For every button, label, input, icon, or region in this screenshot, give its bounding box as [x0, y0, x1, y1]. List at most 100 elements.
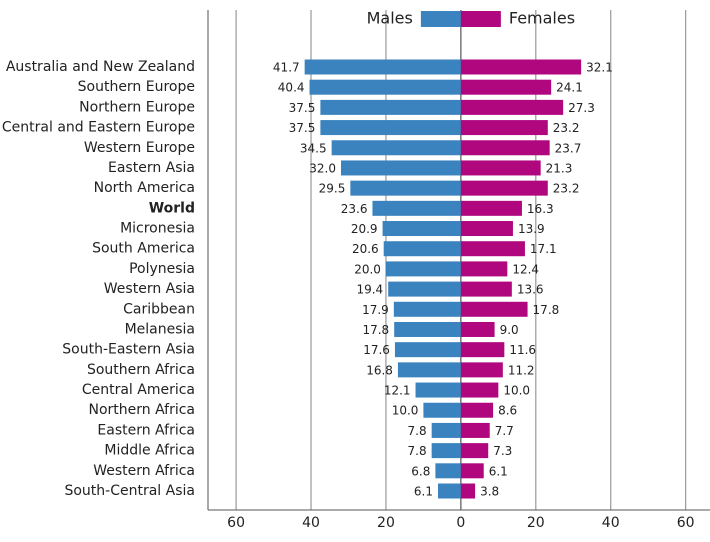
value-label: 11.6: [509, 343, 536, 357]
bar: [460, 422, 490, 438]
bar: [435, 463, 461, 479]
x-tick-label: 60: [227, 515, 245, 531]
bar: [460, 241, 525, 257]
value-label: 9.0: [500, 323, 519, 337]
value-label: 7.3: [493, 444, 512, 458]
bar: [320, 120, 461, 136]
bar: [431, 422, 461, 438]
bar: [460, 402, 494, 418]
legend-swatch: [420, 11, 461, 27]
category-label: Southern Europe: [78, 79, 195, 95]
value-label: 23.6: [341, 202, 368, 216]
x-tick-label: 60: [677, 515, 695, 531]
value-label: 6.8: [411, 464, 430, 478]
bar: [423, 402, 461, 418]
category-label: Melanesia: [125, 321, 195, 337]
x-tick-label: 40: [602, 515, 620, 531]
value-label: 10.0: [503, 384, 530, 398]
bar: [393, 301, 461, 317]
category-label: Northern Africa: [88, 402, 195, 418]
value-label: 7.8: [408, 424, 427, 438]
bar: [394, 342, 461, 358]
x-tick-label: 20: [527, 515, 545, 531]
bar: [385, 261, 461, 277]
category-label: Micronesia: [120, 221, 195, 237]
x-tick-label: 40: [302, 515, 320, 531]
value-label: 23.7: [555, 141, 582, 155]
category-label: Central America: [82, 382, 195, 398]
value-label: 6.1: [489, 464, 508, 478]
category-label: North America: [94, 180, 195, 196]
value-label: 16.3: [527, 202, 554, 216]
legend-swatch: [460, 11, 501, 27]
bar: [304, 59, 461, 75]
value-label: 12.4: [512, 262, 539, 276]
category-label: Southern Africa: [87, 362, 195, 378]
value-label: 7.8: [408, 444, 427, 458]
value-label: 17.8: [533, 303, 560, 317]
bar: [372, 200, 461, 216]
bar: [331, 140, 461, 156]
value-label: 24.1: [556, 81, 583, 95]
bar: [394, 321, 461, 337]
value-label: 8.6: [498, 404, 517, 418]
value-label: 29.5: [319, 182, 346, 196]
value-label: 17.1: [530, 242, 557, 256]
value-label: 19.4: [356, 283, 383, 297]
value-label: 23.2: [553, 121, 580, 135]
bar: [460, 281, 512, 297]
bar: [340, 160, 461, 176]
bar: [397, 362, 461, 378]
legend-label: Males: [367, 9, 413, 28]
category-label: South America: [92, 241, 195, 257]
value-label: 34.5: [300, 141, 327, 155]
category-label: Caribbean: [123, 301, 195, 317]
bar: [431, 443, 461, 459]
bar: [460, 99, 564, 115]
value-label: 41.7: [273, 61, 300, 75]
bar: [460, 160, 541, 176]
bar: [460, 200, 522, 216]
category-label: World: [149, 200, 195, 216]
bar: [320, 99, 461, 115]
value-label: 17.8: [362, 323, 389, 337]
value-label: 32.0: [309, 161, 336, 175]
bar: [460, 140, 550, 156]
bar: [460, 79, 552, 95]
x-tick-label: 20: [377, 515, 395, 531]
value-label: 12.1: [384, 384, 411, 398]
bar: [460, 180, 548, 196]
bar: [350, 180, 461, 196]
x-tick-label: 0: [456, 515, 465, 531]
value-label: 11.2: [508, 363, 535, 377]
legend-label: Females: [509, 9, 575, 28]
value-label: 37.5: [289, 121, 316, 135]
value-label: 13.9: [518, 222, 545, 236]
bar: [309, 79, 461, 95]
bar: [460, 483, 476, 499]
bar: [460, 342, 505, 358]
category-label: Eastern Asia: [108, 160, 195, 176]
value-label: 10.0: [392, 404, 419, 418]
value-label: 17.9: [362, 303, 389, 317]
value-label: 13.6: [517, 283, 544, 297]
category-label: Western Asia: [104, 281, 195, 297]
category-label: Australia and New Zealand: [6, 59, 195, 75]
bar: [460, 59, 582, 75]
value-label: 3.8: [480, 485, 499, 499]
category-label: Middle Africa: [104, 443, 195, 459]
value-label: 37.5: [289, 101, 316, 115]
bar: [460, 463, 484, 479]
bar: [382, 221, 461, 237]
category-label: South-Central Asia: [64, 483, 195, 499]
value-label: 20.0: [354, 262, 381, 276]
bar: [460, 443, 489, 459]
bar: [383, 241, 461, 257]
category-label: Central and Eastern Europe: [2, 120, 195, 136]
category-label: Northern Europe: [79, 99, 195, 115]
bar: [460, 321, 495, 337]
value-label: 7.7: [495, 424, 514, 438]
value-label: 20.6: [352, 242, 379, 256]
value-label: 40.4: [278, 81, 305, 95]
